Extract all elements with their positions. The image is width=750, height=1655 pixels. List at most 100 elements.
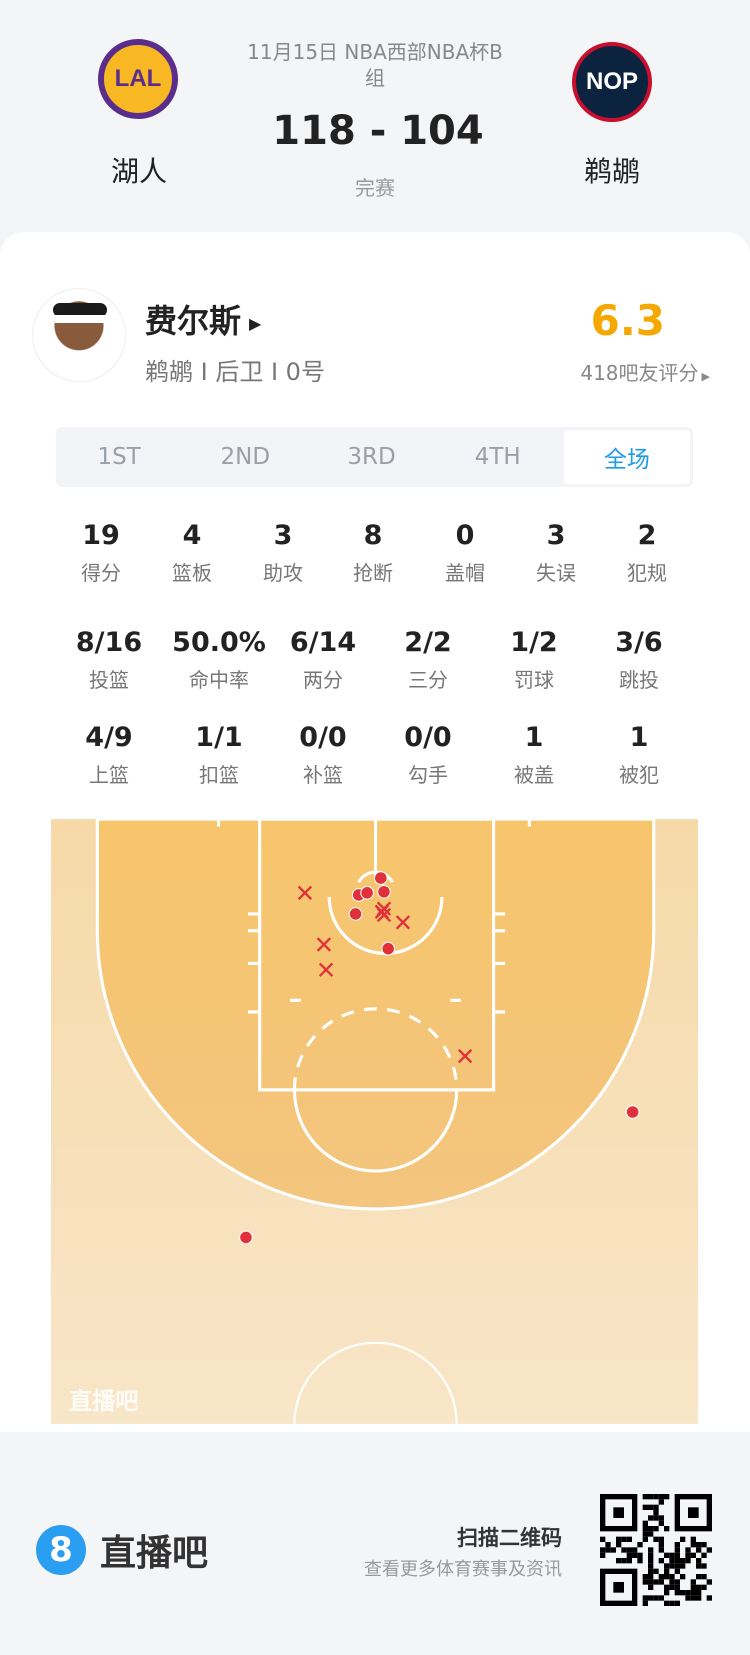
stat-value: 6/14 [289, 627, 357, 658]
shot-made [239, 1230, 253, 1245]
shot-missed [457, 1049, 473, 1064]
stat-item: 8/16 投篮 [76, 627, 142, 693]
stat-label: 罚球 [514, 668, 554, 692]
stat-value: 1/1 [195, 722, 243, 753]
shot-missed [297, 885, 313, 900]
stat-value: 2 [637, 520, 657, 551]
shot-made [625, 1105, 640, 1119]
stat-label: 抢断 [353, 561, 393, 585]
center-circle [293, 1341, 458, 1424]
stat-value: 1 [629, 722, 649, 753]
shot-chart: 直播吧 [51, 819, 698, 1424]
stat-label: 盖帽 [445, 561, 485, 585]
away-team-name: 鹈鹕 [583, 155, 641, 188]
stat-label: 跳投 [619, 668, 659, 692]
shot-missed [318, 962, 334, 977]
scan-title: 扫描二维码 [457, 1526, 562, 1550]
period-tabs: 1ST 2ND 3RD 4TH 全场 [56, 427, 693, 487]
three-point-area [95, 819, 656, 1211]
stat-item: 0/0 补篮 [299, 722, 346, 788]
free-throw-circle-solid [292, 1089, 459, 1173]
stat-item: 1/2 罚球 [510, 627, 557, 693]
shot-made [360, 885, 374, 900]
stat-value: 0/0 [299, 722, 347, 753]
stat-label: 扣篮 [199, 763, 239, 787]
brand-name: 直播吧 [100, 1533, 209, 1574]
tab-2nd[interactable]: 2ND [220, 444, 271, 470]
stat-value: 4 [182, 520, 202, 551]
player-avatar[interactable] [32, 288, 126, 382]
stat-item: 2/2 三分 [404, 627, 451, 693]
stat-item: 3 失误 [536, 520, 576, 586]
shot-missed [395, 915, 411, 930]
shot-made [373, 871, 388, 885]
shot-made [348, 907, 363, 921]
stat-item: 1 被犯 [619, 722, 659, 788]
stat-value: 3 [546, 520, 566, 551]
stat-item: 1/1 扣篮 [195, 722, 242, 788]
stat-label: 勾手 [408, 763, 448, 787]
qr-code[interactable] [600, 1494, 712, 1606]
tab-3rd[interactable]: 3RD [347, 444, 396, 470]
stat-item: 3 助攻 [263, 520, 303, 586]
caret-right-icon: ▶ [701, 370, 710, 383]
rating-link[interactable]: 418吧友评分 ▶ [580, 357, 710, 386]
tab-全场[interactable]: 全场 [563, 430, 691, 484]
stat-label: 命中率 [188, 668, 249, 692]
stat-label: 三分 [408, 668, 448, 692]
player-name-text: 费尔斯 [145, 302, 242, 340]
stat-value: 3/6 [615, 627, 663, 658]
stat-value: 19 [82, 520, 120, 551]
stat-item: 0/0 勾手 [404, 722, 451, 788]
stat-value: 50.0% [172, 627, 266, 658]
stat-label: 被犯 [619, 763, 659, 787]
lal-logo[interactable]: LAL [98, 39, 178, 119]
player-rating: 6.3 [590, 296, 665, 345]
stat-value: 8/16 [75, 627, 143, 658]
stat-label: 犯规 [627, 561, 667, 585]
match-status: 完赛 [355, 176, 395, 200]
stat-item: 19 得分 [81, 520, 121, 586]
stat-item: 50.0% 命中率 [172, 627, 266, 693]
stat-value: 0/0 [404, 722, 452, 753]
tab-4th[interactable]: 4TH [474, 444, 521, 470]
stat-value: 1/2 [510, 627, 558, 658]
stat-value: 2/2 [404, 627, 452, 658]
stat-item: 0 盖帽 [445, 520, 485, 586]
stat-item: 8 抢断 [353, 520, 393, 586]
player-meta: 鹈鹕 I 后卫 I 0号 [145, 358, 325, 386]
stat-item: 4/9 上篮 [85, 722, 132, 788]
stat-value: 4/9 [85, 722, 133, 753]
stat-item: 4 篮板 [172, 520, 212, 586]
watermark: 直播吧 [69, 1388, 139, 1415]
brand-8-icon: 8 [36, 1525, 86, 1575]
stat-label: 得分 [81, 561, 121, 585]
stat-label: 投篮 [88, 668, 129, 692]
stat-value: 8 [363, 520, 383, 551]
stat-label: 篮板 [172, 561, 212, 585]
free-throw-circle-dashed [292, 1007, 459, 1090]
stat-label: 补篮 [303, 763, 343, 787]
stat-value: 1 [524, 722, 544, 753]
scan-subtitle: 查看更多体育赛事及资讯 [364, 1559, 562, 1580]
stat-item: 6/14 两分 [290, 627, 356, 693]
tab-1st[interactable]: 1ST [97, 444, 141, 470]
stat-value: 0 [455, 520, 475, 551]
stat-value: 3 [273, 520, 293, 551]
score: 118 - 104 [272, 108, 484, 154]
stat-label: 两分 [302, 668, 343, 692]
stat-item: 2 犯规 [627, 520, 667, 586]
stat-item: 1 被盖 [514, 722, 554, 788]
stat-item: 3/6 跳投 [615, 627, 662, 693]
shot-missed [316, 937, 332, 952]
nop-logo[interactable]: NOP [572, 42, 652, 122]
stat-label: 失误 [536, 561, 576, 585]
stat-label: 上篮 [89, 763, 129, 787]
match-info-line2: 组 [365, 66, 385, 90]
stat-label: 被盖 [514, 763, 554, 787]
shot-made [377, 884, 391, 899]
stat-label: 助攻 [263, 561, 303, 585]
brand-logo: 8 直播吧 [36, 1524, 208, 1576]
shot-missed [374, 904, 390, 919]
player-name[interactable]: 费尔斯 ▶ [145, 296, 261, 342]
